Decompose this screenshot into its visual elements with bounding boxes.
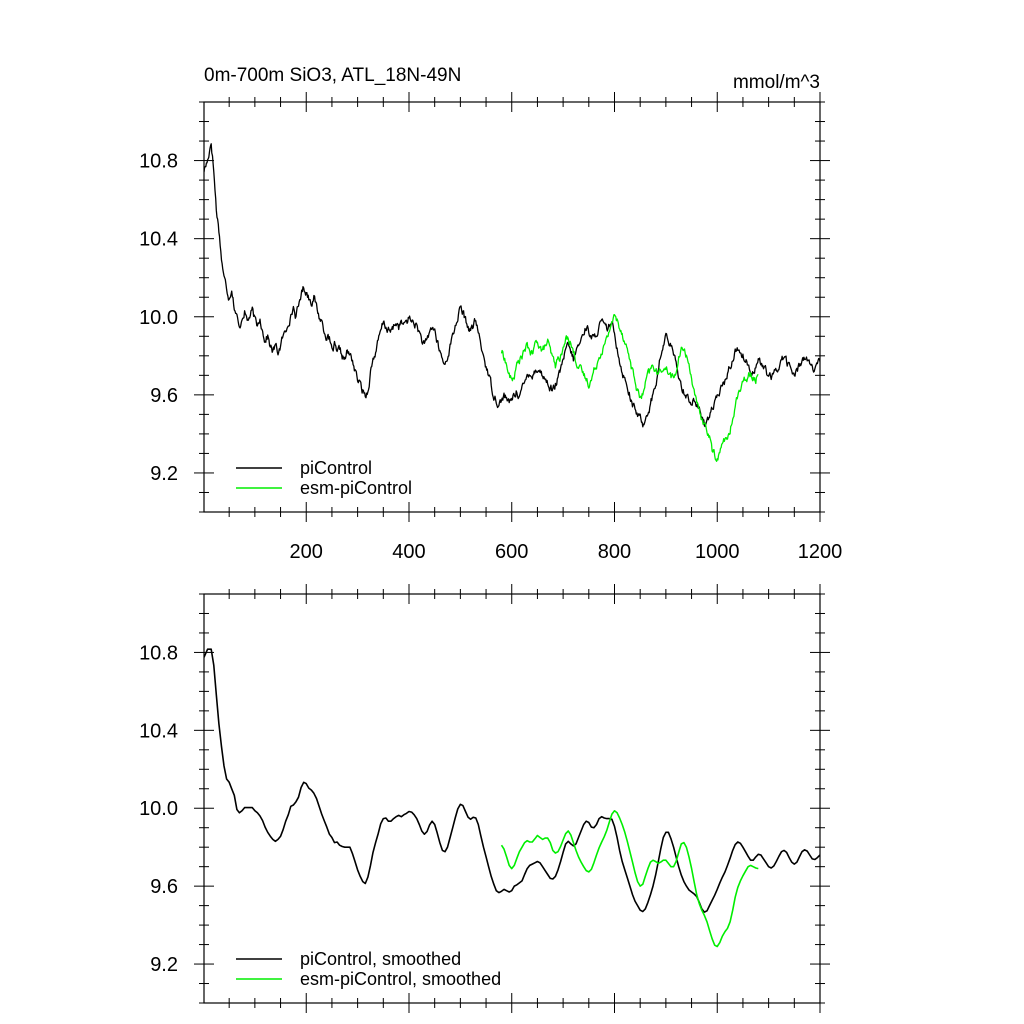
series-line-picontrol [204,143,820,428]
units-label: mmol/m^3 [733,72,820,93]
y-tick-label: 9.6 [150,385,178,407]
y-tick-label: 10.8 [139,642,178,664]
y-tick-label: 9.2 [150,954,178,976]
legend-entry: esm-piControl, smoothed [300,969,501,989]
y-tick-label: 10.4 [139,229,178,251]
x-tick-label: 1000 [695,541,740,563]
y-tick-label: 9.2 [150,463,178,485]
x-tick-label: 800 [598,541,631,563]
x-tick-label: 600 [495,541,528,563]
series-line-esm-picontrol [500,314,759,462]
y-tick-label: 9.6 [150,876,178,898]
series-line-picontrol-smoothed [204,648,820,913]
y-tick-label: 10.8 [139,151,178,173]
y-tick-label: 10.0 [139,798,178,820]
series-line-esm-picontrol-smoothed [500,810,759,948]
legend-entry: piControl [300,458,372,478]
top-panel-raw: 9.2 9.6 10.0 10.4 10.8 200 400 600 800 1000 1200 0m… [139,65,842,563]
chart-title: 0m-700m SiO3, ATL_18N-49N [204,65,461,86]
x-tick-label: 1200 [798,541,843,563]
legend-entry: piControl, smoothed [300,949,461,969]
legend-entry: esm-piControl [300,478,412,498]
x-tick-label: 200 [290,541,323,563]
plot-frame [203,593,821,1004]
plot-frame [203,101,821,513]
x-tick-label: 400 [392,541,425,563]
bottom-panel-smoothed: 9.2 9.6 10.0 10.4 10.8 piControl, smoothedesm… [139,584,830,1013]
y-tick-label: 10.0 [139,307,178,329]
y-tick-label: 10.4 [139,720,178,742]
